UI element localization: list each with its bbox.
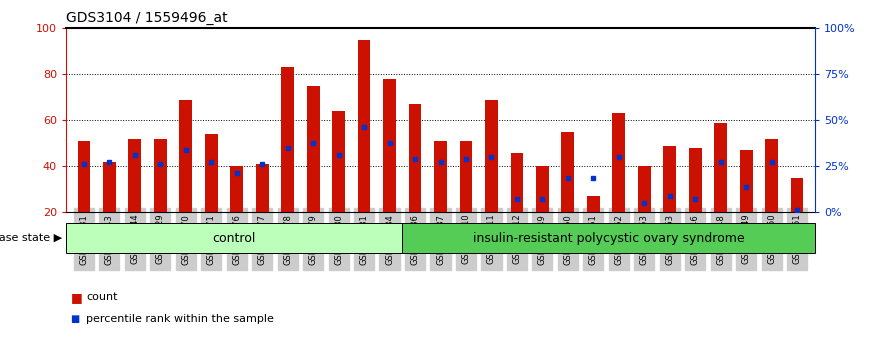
Text: control: control xyxy=(212,232,255,245)
Bar xyxy=(587,196,600,212)
Bar xyxy=(281,67,294,212)
Bar xyxy=(66,223,403,253)
Bar xyxy=(205,134,218,212)
Bar xyxy=(460,141,472,212)
Bar xyxy=(409,104,421,212)
Bar xyxy=(129,139,141,212)
Bar xyxy=(154,139,167,212)
Bar xyxy=(230,166,243,212)
Bar xyxy=(561,132,574,212)
Text: percentile rank within the sample: percentile rank within the sample xyxy=(86,314,274,324)
Bar xyxy=(766,139,778,212)
Text: ■: ■ xyxy=(70,291,82,304)
Bar xyxy=(307,86,320,212)
Bar xyxy=(612,113,626,212)
Bar xyxy=(663,146,676,212)
Bar xyxy=(689,148,701,212)
Bar xyxy=(791,178,803,212)
Bar xyxy=(511,153,523,212)
Bar xyxy=(78,141,90,212)
Text: GDS3104 / 1559496_at: GDS3104 / 1559496_at xyxy=(66,11,227,24)
Bar xyxy=(358,40,370,212)
Bar xyxy=(485,100,498,212)
Bar xyxy=(332,111,345,212)
Bar xyxy=(536,166,549,212)
Text: disease state ▶: disease state ▶ xyxy=(0,233,62,243)
Bar xyxy=(434,141,447,212)
Bar xyxy=(403,223,815,253)
Text: insulin-resistant polycystic ovary syndrome: insulin-resistant polycystic ovary syndr… xyxy=(473,232,744,245)
Bar xyxy=(255,164,269,212)
Text: ■: ■ xyxy=(70,314,79,324)
Bar xyxy=(638,166,651,212)
Bar xyxy=(714,123,727,212)
Bar xyxy=(383,79,396,212)
Bar xyxy=(740,150,752,212)
Text: count: count xyxy=(86,292,118,302)
Bar xyxy=(180,100,192,212)
Bar xyxy=(103,162,115,212)
